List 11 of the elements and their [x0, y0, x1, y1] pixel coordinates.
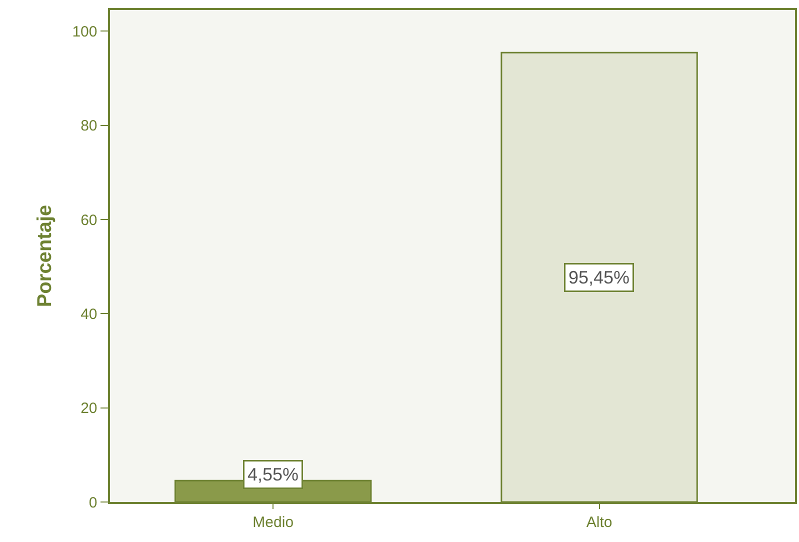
y-tick-label: 100: [72, 23, 98, 40]
x-tick-label: Alto: [586, 514, 612, 531]
y-tick-label: 80: [80, 118, 98, 135]
y-tick-label: 60: [80, 212, 98, 229]
y-tick-label: 0: [88, 494, 98, 512]
data-label: 95,45%: [568, 268, 630, 288]
x-tick-label: Medio: [252, 514, 294, 531]
y-axis-title: Porcentaje: [34, 204, 56, 308]
y-tick-label: 20: [80, 400, 98, 418]
y-tick-label: 40: [80, 306, 98, 323]
data-label: 4,55%: [248, 464, 299, 484]
